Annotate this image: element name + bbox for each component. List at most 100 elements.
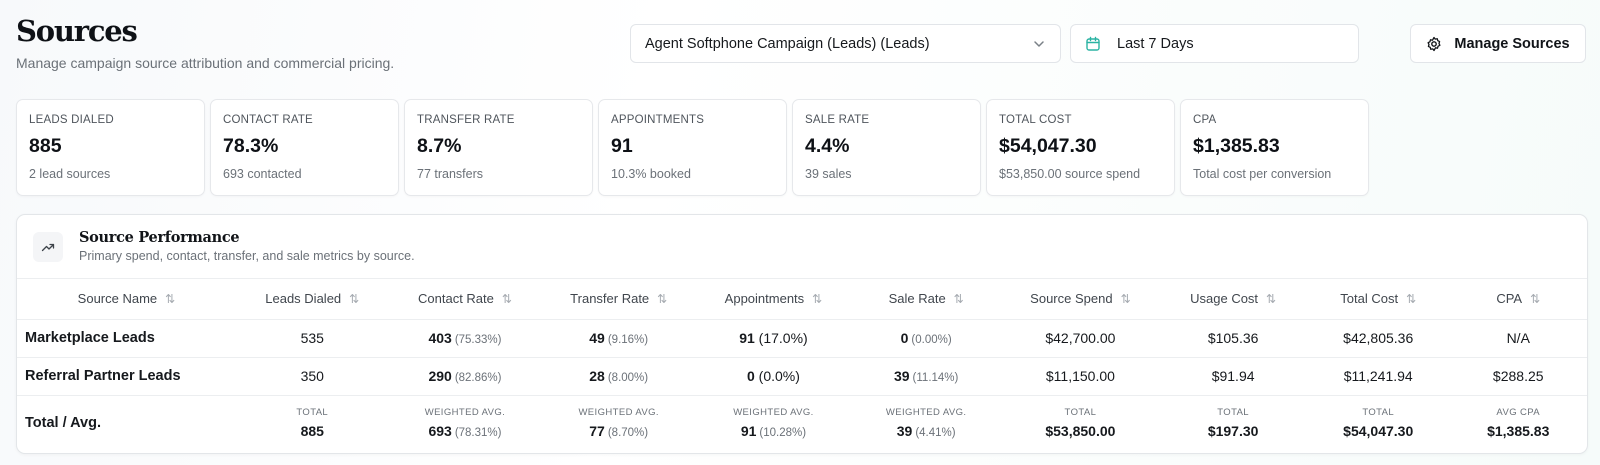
column-header-contact-rate[interactable]: Contact Rate ⇅: [388, 279, 542, 320]
kpi-value: 4.4%: [805, 135, 850, 157]
spend-cell: $42,700.00: [1001, 319, 1160, 358]
kpi-card-appointments: APPOINTMENTS 91 10.3% booked: [598, 99, 787, 196]
date-range-label: Last 7 Days: [1117, 35, 1194, 52]
transfer-cell: 49 (9.16%): [541, 319, 697, 358]
source-name-cell: Referral Partner Leads: [17, 357, 236, 396]
totals-label: Total / Avg.: [25, 414, 101, 431]
kpi-sub: $53,850.00 source spend: [999, 167, 1141, 181]
gear-icon: [1426, 36, 1442, 52]
total-appointments-cell: WEIGHTED AVG. 91 (10.28%): [733, 406, 814, 439]
source-performance-panel: Source Performance Primary spend, contac…: [16, 214, 1588, 454]
kpi-sub: 39 sales: [805, 167, 852, 181]
trending-up-icon: [33, 232, 63, 262]
total-cost-cell: TOTAL $54,047.30: [1343, 406, 1414, 439]
column-header-sale-rate[interactable]: Sale Rate ⇅: [850, 279, 1002, 320]
page-subtitle: Manage campaign source attribution and c…: [16, 55, 395, 71]
kpi-label: APPOINTMENTS: [611, 114, 705, 126]
kpi-value: 91: [611, 135, 633, 157]
appointments-cell: 0 (0.0%): [696, 357, 851, 396]
kpi-card-contact-rate: CONTACT RATE 78.3% 693 contacted: [210, 99, 399, 196]
sort-icon[interactable]: ⇅: [1266, 292, 1277, 307]
kpi-value: $1,385.83: [1193, 135, 1280, 157]
kpi-sub: 2 lead sources: [29, 167, 111, 181]
column-header-source-spend[interactable]: Source Spend ⇅: [1001, 279, 1160, 320]
contact-cell: 290 (82.86%): [388, 357, 542, 396]
sale-cell: 39 (11.14%): [850, 357, 1002, 396]
column-header-appointments[interactable]: Appointments ⇅: [696, 279, 851, 320]
total-cell: $42,805.36: [1306, 319, 1450, 358]
usage-cell: $105.36: [1159, 319, 1307, 358]
table-row[interactable]: Marketplace Leads 535 403 (75.33%) 49 (9.1…: [17, 319, 1587, 358]
sort-icon[interactable]: ⇅: [1530, 292, 1541, 307]
kpi-value: 885: [29, 135, 62, 157]
cpa-cell: $288.25: [1449, 357, 1587, 396]
kpi-value: 8.7%: [417, 135, 462, 157]
page-title: Sources: [16, 14, 138, 48]
appointments-cell: 91 (17.0%): [696, 319, 851, 358]
panel-header: Source Performance Primary spend, contac…: [17, 215, 1587, 279]
table-row[interactable]: Referral Partner Leads 350 290 (82.86%) 2…: [17, 357, 1587, 396]
kpi-card-leads-dialed: LEADS DIALED 885 2 lead sources: [16, 99, 205, 196]
kpi-card-sale-rate: SALE RATE 4.4% 39 sales: [792, 99, 981, 196]
source-performance-table: Source Name ⇅ Leads Dialed ⇅ Contact Rate ⇅…: [17, 279, 1587, 450]
kpi-label: TRANSFER RATE: [417, 114, 515, 126]
total-transfer-cell: WEIGHTED AVG. 77 (8.70%): [578, 406, 659, 439]
total-usage-cell: TOTAL $197.30: [1207, 406, 1259, 439]
kpi-value: 78.3%: [223, 135, 279, 157]
leads-cell: 350: [235, 357, 389, 396]
panel-title: Source Performance: [79, 229, 240, 246]
manage-sources-label: Manage Sources: [1454, 35, 1570, 52]
column-header-leads-dialed[interactable]: Leads Dialed ⇅: [235, 279, 389, 320]
sort-icon[interactable]: ⇅: [812, 292, 823, 307]
kpi-card-total-cost: TOTAL COST $54,047.30 $53,850.00 source …: [986, 99, 1175, 196]
kpi-label: CPA: [1193, 114, 1217, 126]
sort-icon[interactable]: ⇅: [1120, 292, 1131, 307]
column-header-cpa[interactable]: CPA ⇅: [1449, 279, 1587, 320]
leads-cell: 535: [235, 319, 389, 358]
column-header-transfer-rate[interactable]: Transfer Rate ⇅: [541, 279, 697, 320]
sort-icon[interactable]: ⇅: [501, 292, 512, 307]
total-cell: $11,241.94: [1306, 357, 1450, 396]
kpi-card-cpa: CPA $1,385.83 Total cost per conversion: [1180, 99, 1369, 196]
transfer-cell: 28 (8.00%): [541, 357, 697, 396]
cpa-cell: N/A: [1449, 319, 1587, 358]
table-header-row: Source Name ⇅ Leads Dialed ⇅ Contact Rate ⇅…: [17, 279, 1587, 320]
kpi-label: CONTACT RATE: [223, 114, 313, 126]
kpi-value: $54,047.30: [999, 135, 1097, 157]
kpi-sub: 10.3% booked: [611, 167, 691, 181]
column-header-usage-cost[interactable]: Usage Cost ⇅: [1159, 279, 1307, 320]
source-name-cell: Marketplace Leads: [17, 319, 236, 358]
kpi-sub: 77 transfers: [417, 167, 484, 181]
manage-sources-button[interactable]: Manage Sources: [1410, 24, 1586, 63]
spend-cell: $11,150.00: [1001, 357, 1160, 396]
sort-icon[interactable]: ⇅: [349, 292, 360, 307]
kpi-label: TOTAL COST: [999, 114, 1072, 126]
campaign-select-value: Agent Softphone Campaign (Leads) (Leads): [645, 35, 930, 52]
total-spend-cell: TOTAL $53,850.00: [1045, 406, 1116, 439]
panel-subtitle: Primary spend, contact, transfer, and sa…: [79, 249, 415, 263]
usage-cell: $91.94: [1159, 357, 1307, 396]
kpi-sub: Total cost per conversion: [1193, 167, 1332, 181]
campaign-select[interactable]: Agent Softphone Campaign (Leads) (Leads): [630, 24, 1061, 63]
totals-row: Total / Avg. TOTAL 885 WEIGHTED AVG. 693 (7…: [17, 395, 1587, 450]
column-header-source-name[interactable]: Source Name ⇅: [17, 279, 236, 320]
column-header-total-cost[interactable]: Total Cost ⇅: [1306, 279, 1450, 320]
sort-icon[interactable]: ⇅: [657, 292, 668, 307]
kpi-sub: 693 contacted: [223, 167, 302, 181]
kpi-label: SALE RATE: [805, 114, 870, 126]
date-range-picker[interactable]: Last 7 Days: [1070, 24, 1359, 63]
sort-icon[interactable]: ⇅: [1406, 292, 1417, 307]
chevron-down-icon: [1032, 37, 1046, 51]
sort-icon[interactable]: ⇅: [953, 292, 964, 307]
total-cpa-cell: AVG CPA $1,385.83: [1487, 406, 1550, 439]
kpi-label: LEADS DIALED: [29, 114, 114, 126]
total-contact-cell: WEIGHTED AVG. 693 (78.31%): [424, 406, 506, 439]
total-leads-cell: TOTAL 885: [296, 406, 329, 439]
sort-icon[interactable]: ⇅: [165, 292, 176, 307]
kpi-row: LEADS DIALED 885 2 lead sources CONTACT …: [16, 99, 1369, 196]
total-sale-cell: WEIGHTED AVG. 39 (4.41%): [885, 406, 967, 439]
calendar-icon: [1085, 36, 1101, 52]
sale-cell: 0 (0.00%): [850, 319, 1002, 358]
kpi-card-transfer-rate: TRANSFER RATE 8.7% 77 transfers: [404, 99, 593, 196]
contact-cell: 403 (75.33%): [388, 319, 542, 358]
